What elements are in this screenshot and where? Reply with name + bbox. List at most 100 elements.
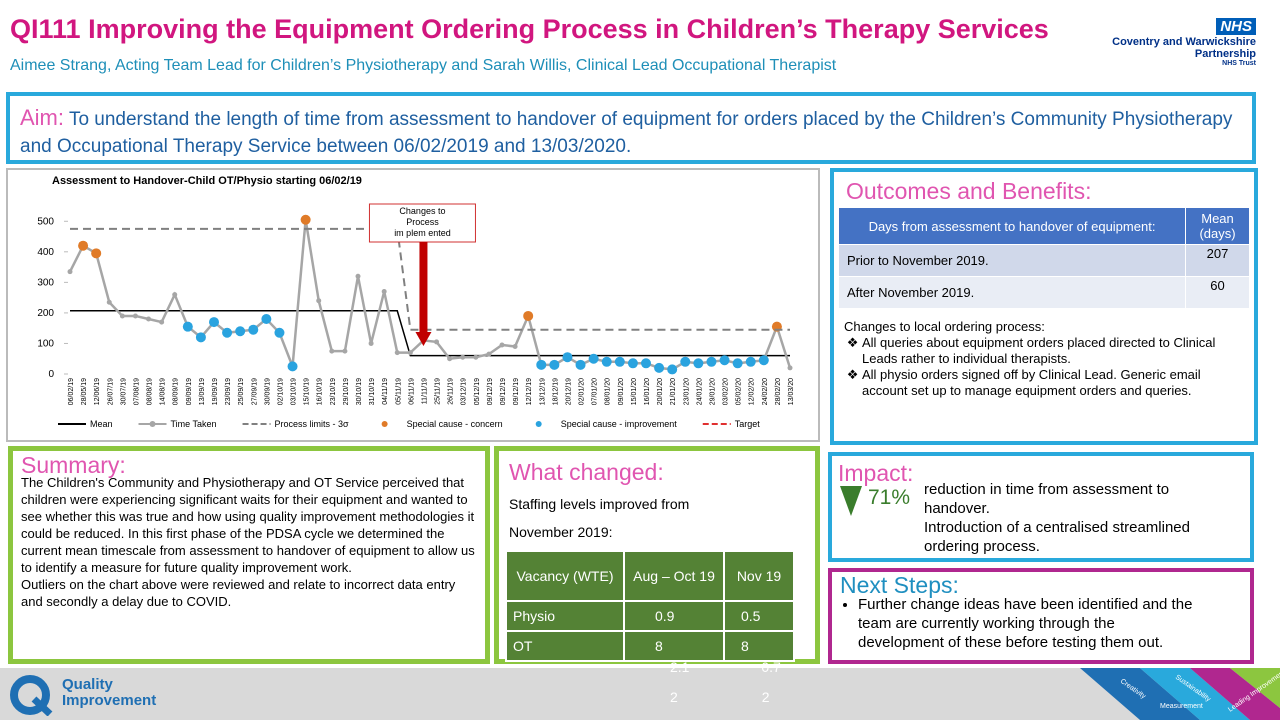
x-tick-label: 24/01/20 <box>696 378 703 405</box>
overflow-cell: 0.7 <box>761 659 781 675</box>
x-tick-label: 09/01/20 <box>618 378 625 405</box>
impact-line: Introduction of a centralised streamline… <box>924 519 1190 555</box>
impact-title: Impact: <box>838 460 914 486</box>
outcomes-title: Outcomes and Benefits: <box>846 178 1092 204</box>
point <box>394 350 400 356</box>
point <box>235 326 246 337</box>
table-cell: Prior to November 2019. <box>838 244 1186 277</box>
x-tick-label: 13/12/19 <box>539 378 546 405</box>
point <box>499 342 505 348</box>
what-changed-box: What changed: Staffing levels improved f… <box>494 446 820 664</box>
staffing-table: Vacancy (WTE) Aug – Oct 19 Nov 19 Physio… <box>505 550 795 662</box>
x-tick-label: 03/02/20 <box>723 378 730 405</box>
x-tick-label: 05/12/19 <box>474 378 481 405</box>
changes-title: Changes to local ordering process: <box>844 319 1045 334</box>
qi-icon <box>10 675 53 716</box>
table-cell: 8 <box>723 630 795 662</box>
x-tick-label: 29/10/19 <box>343 378 350 405</box>
x-tick-label: 05/02/20 <box>736 378 743 405</box>
table-cell: Physio <box>505 600 625 632</box>
table-header: Aug – Oct 19 <box>623 550 725 602</box>
trust: NHS Trust <box>1222 60 1256 67</box>
legend-label: Process limits - 3σ <box>275 419 350 429</box>
legend-label: Mean <box>90 419 113 429</box>
impact-line: reduction in time from assessment to han… <box>924 481 1170 517</box>
legend-label: Target <box>735 419 761 429</box>
annotation-arrow <box>419 242 428 334</box>
x-tick-label: 15/10/19 <box>304 378 311 405</box>
legend-swatch <box>149 421 156 427</box>
point <box>78 240 89 251</box>
overflow-cell: 2 <box>670 689 678 705</box>
point <box>407 350 413 356</box>
ribbon-word: Measurement <box>1160 703 1203 710</box>
x-tick-label: 09/12/19 <box>500 378 507 405</box>
table-header: Vacancy (WTE) <box>505 550 625 602</box>
overflow-text: 2.1 0.7 2 2 <box>670 652 781 712</box>
legend-swatch <box>381 421 388 427</box>
point <box>523 310 534 321</box>
x-tick-label: 26/11/19 <box>448 378 455 405</box>
point <box>706 356 717 367</box>
table-header: Nov 19 <box>723 550 795 602</box>
point <box>159 319 165 325</box>
qi-logo-text: Quality Improvement <box>62 676 157 709</box>
point <box>549 359 560 370</box>
table-header: Days from assessment to handover of equi… <box>838 207 1186 245</box>
x-tick-label: 23/09/19 <box>225 378 232 405</box>
x-tick-label: 13/09/19 <box>199 378 206 405</box>
point <box>209 317 219 328</box>
x-tick-label: 06/02/19 <box>68 378 75 405</box>
nhs-mark: NHS <box>1216 18 1256 35</box>
summary-title: Summary: <box>21 452 126 478</box>
point <box>719 355 730 366</box>
point <box>588 353 599 364</box>
table-cell: 8 <box>623 630 725 662</box>
aim-box: Aim: To understand the length of time fr… <box>6 92 1256 164</box>
x-tick-label: 18/12/19 <box>552 378 559 405</box>
x-tick-label: 13/03/20 <box>788 378 795 405</box>
org-name: Coventry and Warwickshire Partnership <box>1112 36 1256 60</box>
y-tick-label: 200 <box>37 308 54 319</box>
point <box>248 324 259 335</box>
y-tick-label: 400 <box>37 247 54 258</box>
x-tick-label: 09/12/19 <box>513 378 520 405</box>
point <box>787 365 793 371</box>
x-tick-label: 11/11/19 <box>421 378 428 404</box>
x-tick-label: 29/01/20 <box>709 378 716 405</box>
x-tick-label: 03/10/19 <box>291 378 298 405</box>
x-tick-label: 24/02/20 <box>762 378 769 405</box>
mean-line <box>70 310 790 357</box>
overflow-cell: 2.1 <box>670 659 690 675</box>
bullet: Further change ideas have been identifie… <box>858 595 1198 652</box>
point <box>512 344 518 350</box>
x-tick-label: 04/11/19 <box>382 378 389 405</box>
bullet: All queries about equipment orders place… <box>862 335 1246 367</box>
point <box>693 358 704 369</box>
x-tick-label: 23/10/19 <box>330 378 337 405</box>
next-steps-box: Next Steps: Further change ideas have be… <box>828 568 1254 664</box>
table-cell: 0.9 <box>623 600 725 632</box>
x-tick-label: 19/09/19 <box>212 378 219 405</box>
point <box>381 289 387 295</box>
point <box>447 356 453 362</box>
point <box>641 358 651 369</box>
x-tick-label: 02/10/19 <box>277 378 284 405</box>
point <box>261 314 272 325</box>
x-tick-label: 12/06/19 <box>94 378 101 405</box>
x-tick-label: 20/12/19 <box>565 378 572 405</box>
legend-label: Special cause - concern <box>407 419 503 429</box>
down-arrow <box>840 486 862 516</box>
impact-value: 71% <box>868 486 911 509</box>
x-tick-label: 05/11/19 <box>395 378 402 405</box>
point <box>562 352 573 363</box>
point <box>667 364 678 375</box>
nhs-logo: NHS Coventry and Warwickshire Partnershi… <box>1100 18 1256 67</box>
legend-label: Special cause - improvement <box>561 419 678 429</box>
legend-label: Time Taken <box>171 419 217 429</box>
point <box>745 356 756 367</box>
aim-label: Aim: <box>20 105 64 130</box>
x-tick-label: 25/09/19 <box>238 378 245 405</box>
x-tick-label: 16/10/19 <box>317 378 324 405</box>
annotation-text: Changes to <box>399 206 445 216</box>
